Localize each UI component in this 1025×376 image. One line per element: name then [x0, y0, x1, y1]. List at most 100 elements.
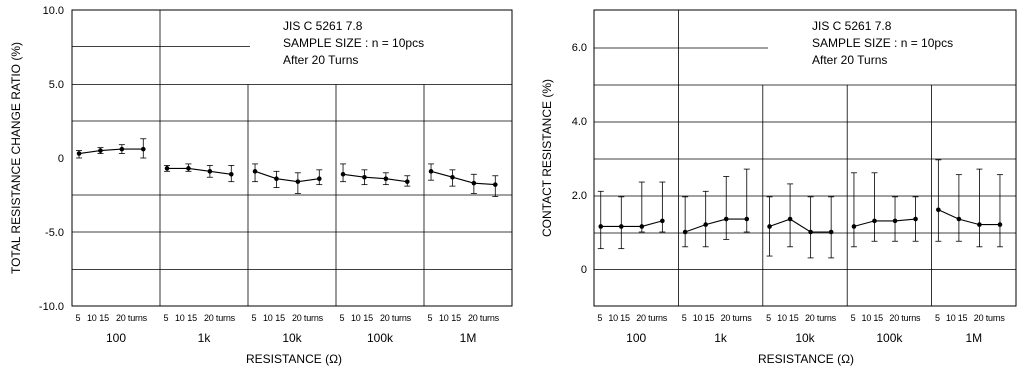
- plot-frame: [71, 9, 513, 307]
- y-tick-label: -5.0: [45, 227, 64, 239]
- data-point: [119, 146, 125, 152]
- plot-frame: [593, 9, 1017, 307]
- x-subtick-label: 15: [873, 313, 883, 323]
- y-tick-label: 2.0: [572, 190, 587, 202]
- data-point: [851, 224, 857, 229]
- data-point: [703, 222, 708, 227]
- series-line-10k: [769, 218, 832, 233]
- x-subtick-label: 10: [439, 313, 449, 323]
- x-subtick-label: 20 turns: [974, 313, 1006, 323]
- series-line-100k: [342, 173, 408, 183]
- x-subtick-label: 10: [608, 313, 618, 323]
- chart-annotation-line: JIS C 5261 7.8: [283, 19, 363, 33]
- data-point: [76, 151, 82, 156]
- x-group-label: 100: [106, 331, 126, 345]
- x-subtick-label: 20 turns: [889, 313, 921, 323]
- data-point: [936, 207, 941, 213]
- chart-annotation-line: SAMPLE SIZE : n = 10pcs: [812, 36, 953, 50]
- x-subtick-label: 15: [187, 313, 197, 323]
- x-group-label: 100k: [876, 331, 903, 345]
- x-subtick-label: 20 turns: [805, 313, 837, 323]
- data-point: [682, 229, 688, 235]
- data-point: [913, 216, 918, 222]
- data-point: [872, 218, 877, 224]
- chart-panel-1: JIS C 5261 7.8 SAMPLE SIZE : n = 10pcs Aft…: [9, 5, 513, 366]
- data-point: [956, 216, 962, 222]
- x-subtick-label: 15: [958, 313, 968, 323]
- x-group-label: 100: [626, 331, 646, 345]
- data-point: [787, 216, 793, 222]
- x-subtick-label: 10: [351, 313, 361, 323]
- data-point: [471, 180, 477, 186]
- x-subtick-label: 15: [275, 313, 285, 323]
- x-subtick-label: 5: [164, 313, 169, 323]
- series-line-100k: [853, 218, 916, 227]
- data-point: [316, 176, 322, 182]
- x-group-label: 1k: [198, 331, 212, 345]
- series-line-100: [78, 148, 144, 155]
- x-subtick-label: 20 turns: [721, 313, 753, 323]
- data-point: [660, 218, 665, 224]
- x-subtick-label: 15: [789, 313, 799, 323]
- x-subtick-label: 20 turns: [292, 313, 324, 323]
- x-subtick-label: 20 turns: [116, 313, 148, 323]
- data-point: [892, 218, 898, 224]
- series-line-1k: [167, 167, 232, 175]
- x-group-label: 1M: [460, 331, 477, 345]
- x-group-label: 10k: [282, 331, 302, 345]
- x-axis-title: RESISTANCE (Ω): [246, 352, 342, 366]
- data-point: [723, 216, 729, 222]
- chart-annotation-line: After 20 Turns: [812, 53, 887, 67]
- x-subtick-label: 10: [777, 313, 787, 323]
- y-tick-label: 6.0: [572, 42, 587, 54]
- x-axis-title: RESISTANCE (Ω): [758, 352, 854, 366]
- x-subtick-label: 20 turns: [636, 313, 668, 323]
- chart-annotation-line: After 20 Turns: [283, 53, 358, 67]
- data-point: [98, 148, 103, 153]
- y-tick-label: 0: [58, 153, 64, 165]
- y-tick-label: 10.0: [43, 5, 64, 17]
- chart-annotation-line: JIS C 5261 7.8: [812, 19, 892, 33]
- data-point: [383, 176, 389, 182]
- chart-panel-2: JIS C 5261 7.8 SAMPLE SIZE : n = 10pcs Aft…: [540, 9, 1017, 366]
- x-subtick-label: 15: [705, 313, 715, 323]
- y-tick-label: 5.0: [49, 79, 64, 91]
- x-subtick-label: 20 turns: [380, 313, 412, 323]
- x-subtick-label: 10: [862, 313, 872, 323]
- x-group-label: 10k: [795, 331, 815, 345]
- data-point: [362, 174, 367, 180]
- data-point: [228, 171, 234, 177]
- x-group-label: 1M: [965, 331, 982, 345]
- x-subtick-label: 5: [935, 313, 940, 323]
- data-point: [618, 224, 624, 229]
- x-group-label: 1k: [714, 331, 728, 345]
- x-subtick-label: 15: [363, 313, 373, 323]
- y-tick-label: 4.0: [572, 116, 587, 128]
- x-subtick-label: 10: [175, 313, 185, 323]
- data-point: [252, 169, 258, 174]
- data-point: [428, 169, 434, 174]
- x-subtick-label: 20 turns: [468, 313, 500, 323]
- x-subtick-label: 5: [851, 313, 856, 323]
- chart-annotation-line: SAMPLE SIZE : n = 10pcs: [283, 36, 424, 50]
- series-line-1k: [685, 218, 747, 233]
- x-group-label: 100k: [367, 331, 394, 345]
- series-line-10k: [254, 170, 320, 183]
- data-point: [450, 174, 455, 180]
- data-point: [744, 216, 750, 222]
- data-point: [340, 171, 346, 177]
- data-point: [492, 182, 498, 187]
- x-subtick-label: 5: [597, 313, 602, 323]
- data-point: [295, 179, 301, 184]
- x-subtick-label: 5: [428, 313, 433, 323]
- data-point: [164, 166, 170, 171]
- x-subtick-label: 10: [946, 313, 956, 323]
- data-point: [639, 224, 645, 229]
- data-point: [828, 229, 834, 235]
- x-subtick-label: 10: [87, 313, 97, 323]
- x-subtick-label: 10: [263, 313, 273, 323]
- x-subtick-label: 10: [693, 313, 703, 323]
- data-point: [186, 166, 191, 171]
- data-point: [274, 176, 279, 182]
